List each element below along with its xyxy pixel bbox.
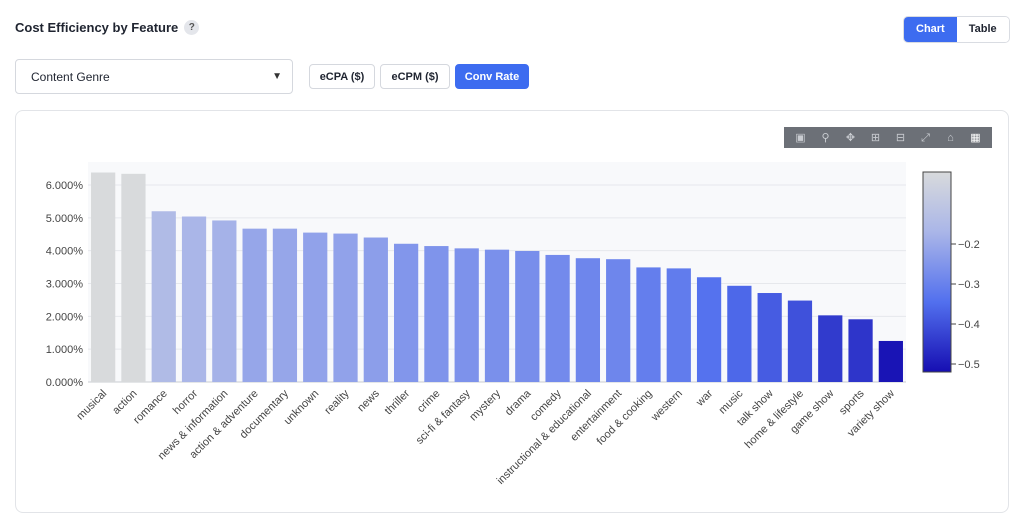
bar [727, 285, 752, 382]
bar [606, 259, 631, 382]
x-tick-label: thriller [383, 387, 413, 417]
y-tick-label: 6.000% [46, 180, 84, 192]
x-tick-label: music [717, 387, 746, 416]
y-tick-label: 2.000% [46, 311, 84, 323]
zoom-out-icon[interactable]: ⊟ [895, 131, 906, 144]
bar [151, 211, 176, 382]
title-row: Cost Efficiency by Feature ? [15, 20, 200, 35]
bar [575, 258, 601, 382]
colorbar-tick-label: −0.5 [958, 359, 980, 371]
x-tick-label: crime [415, 388, 442, 415]
ecpa-button[interactable]: eCPA ($) [309, 64, 375, 89]
bar [757, 293, 782, 382]
bar [91, 172, 116, 382]
ecpm-button[interactable]: eCPM ($) [380, 64, 450, 89]
page-title: Cost Efficiency by Feature [15, 20, 179, 35]
chart-modebar: ▣ ⚲ ✥ ⊞ ⊟ ⤢ ⌂ ▦ [784, 127, 992, 148]
conv-rate-button[interactable]: Conv Rate [455, 64, 529, 89]
bar [424, 246, 449, 382]
bar [363, 237, 388, 382]
bar [121, 173, 146, 382]
home-icon[interactable]: ⌂ [947, 131, 954, 144]
x-tick-label: romance [131, 388, 170, 427]
colorbar-tick-label: −0.2 [958, 239, 980, 251]
y-tick-label: 1.000% [46, 344, 84, 356]
colorbar-tick-label: −0.4 [958, 319, 980, 331]
y-tick-label: 4.000% [46, 246, 84, 258]
zoom-icon[interactable]: ⚲ [821, 131, 830, 144]
bar [878, 340, 903, 382]
y-tick-label: 0.000% [46, 377, 84, 389]
bar [484, 249, 510, 382]
bar [545, 254, 570, 382]
bar [636, 267, 661, 382]
y-tick-label: 3.000% [46, 278, 84, 290]
bar [666, 268, 691, 382]
colorbar-tick-label: −0.3 [958, 279, 980, 291]
zoom-in-icon[interactable]: ⊞ [870, 131, 881, 144]
chart-view-button[interactable]: Chart [904, 17, 957, 42]
view-toggle: Chart Table [903, 16, 1010, 43]
autoscale-icon[interactable]: ⤢ [921, 131, 930, 144]
bar [242, 228, 267, 382]
camera-icon[interactable]: ▣ [795, 131, 806, 144]
bar [818, 315, 843, 382]
bar [848, 319, 873, 382]
feature-select[interactable]: Content Genre ▼ [15, 59, 293, 94]
bar [515, 250, 540, 382]
bar [393, 243, 419, 382]
plotly-logo-icon[interactable]: ▦ [970, 131, 981, 144]
bar [272, 228, 298, 382]
x-tick-label: news [355, 387, 382, 414]
bar [303, 232, 328, 382]
x-tick-label: musical [74, 388, 109, 423]
pan-icon[interactable]: ✥ [845, 131, 856, 144]
bar [454, 248, 479, 382]
x-tick-label: western [648, 388, 684, 424]
x-tick-label: war [693, 387, 715, 409]
x-tick-label: mystery [467, 387, 503, 423]
help-icon[interactable]: ? [184, 20, 200, 35]
y-tick-label: 5.000% [46, 213, 84, 225]
x-tick-label: reality [322, 387, 352, 417]
bar [696, 277, 722, 382]
bar [181, 216, 207, 382]
x-tick-label: food & cooking [595, 388, 655, 448]
bar [333, 233, 358, 382]
bar [212, 220, 237, 382]
colorbar [922, 171, 952, 373]
table-view-button[interactable]: Table [956, 17, 1009, 42]
feature-select-value: Content Genre [31, 69, 110, 84]
chevron-down-icon: ▼ [272, 71, 282, 82]
x-tick-label: sci-fi & fantasy [414, 387, 473, 446]
bar [787, 300, 813, 382]
